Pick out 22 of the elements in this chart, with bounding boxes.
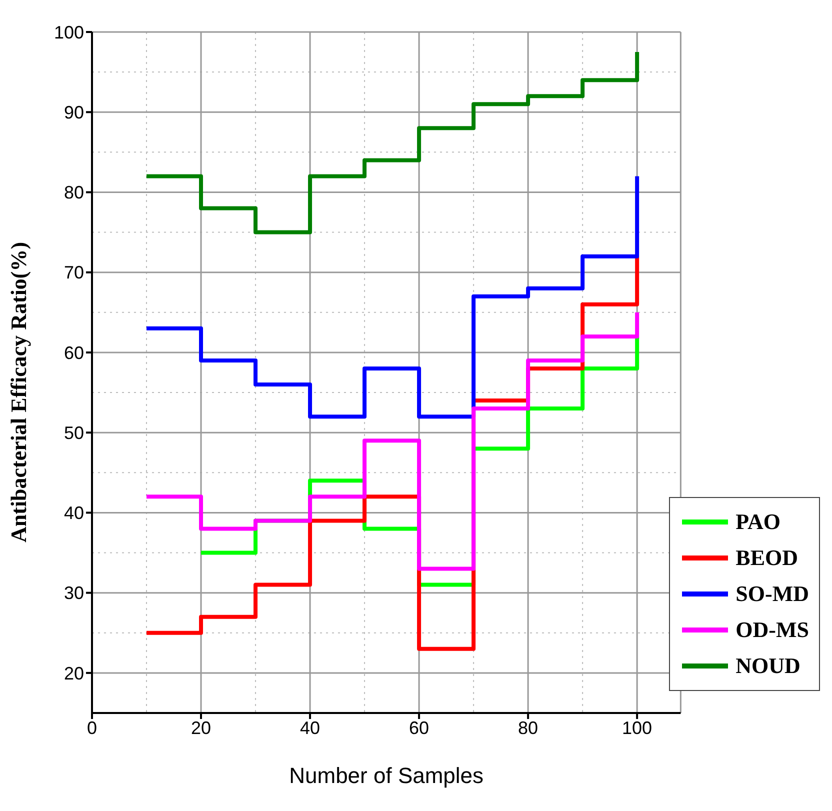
y-tick-label: 60 — [64, 342, 84, 363]
y-tick-label: 70 — [64, 262, 84, 283]
x-tick-label: 20 — [191, 718, 212, 738]
x-tick-label: 80 — [518, 718, 538, 738]
x-tick-label: 0 — [86, 718, 98, 738]
x-tick-label: 40 — [300, 718, 320, 738]
x-axis-title: Number of Samples — [289, 763, 484, 788]
x-tick-label: 60 — [409, 718, 430, 738]
legend-label: OD-MS — [736, 616, 809, 644]
y-tick-label: 50 — [64, 422, 84, 443]
y-tick-label: 90 — [64, 102, 84, 123]
y-tick-label: 20 — [64, 663, 84, 684]
legend-label: SO-MD — [736, 580, 809, 608]
y-tick-label: 30 — [64, 583, 84, 604]
y-tick-label: 100 — [54, 22, 84, 42]
y-axis-title: Antibacterial Efficacy Ratio(%) — [6, 242, 31, 542]
legend-label: BEOD — [736, 544, 798, 572]
y-tick-label: 40 — [64, 503, 84, 524]
legend-label: PAO — [736, 508, 780, 536]
legend-label: NOUD — [736, 652, 800, 680]
y-tick-label: 80 — [64, 182, 84, 203]
x-tick-label: 100 — [622, 718, 652, 738]
